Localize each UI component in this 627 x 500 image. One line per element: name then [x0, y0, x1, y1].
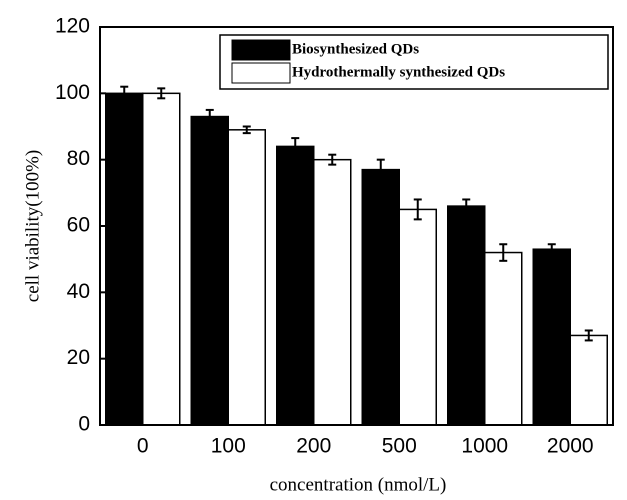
- y-tick-label: 80: [67, 147, 90, 170]
- y-tick-label: 20: [67, 346, 90, 369]
- legend-label: Biosynthesized QDs: [292, 41, 419, 57]
- legend-swatch: [231, 39, 291, 61]
- bar: [313, 158, 352, 426]
- y-tick-label: 0: [78, 413, 90, 436]
- x-tick-label: 0: [137, 435, 149, 458]
- bar: [398, 208, 437, 426]
- bar: [361, 168, 400, 426]
- y-tick-label: 40: [67, 280, 90, 303]
- y-tick-label: 100: [55, 81, 90, 104]
- bar: [447, 205, 486, 426]
- y-tick-label: 120: [55, 15, 90, 38]
- bar: [142, 92, 181, 426]
- x-tick-label: 100: [211, 435, 246, 458]
- x-tick-label: 500: [382, 435, 417, 458]
- bar: [532, 248, 571, 426]
- legend-swatch: [231, 62, 291, 84]
- bar: [227, 129, 266, 426]
- x-tick-label: 1000: [461, 435, 508, 458]
- bar: [105, 92, 144, 426]
- bar: [569, 334, 608, 426]
- x-axis-label: concentration (nmol/L): [270, 474, 447, 495]
- bar: [276, 145, 315, 426]
- bar: [190, 115, 229, 426]
- plot-frame: [99, 26, 614, 426]
- y-tick-label: 60: [67, 214, 90, 237]
- x-tick-label: 2000: [547, 435, 594, 458]
- bar: [484, 251, 523, 426]
- x-tick-label: 200: [296, 435, 331, 458]
- y-axis-label: cell viability(100%): [22, 150, 43, 302]
- legend-label: Hydrothermally synthesized QDs: [292, 64, 505, 80]
